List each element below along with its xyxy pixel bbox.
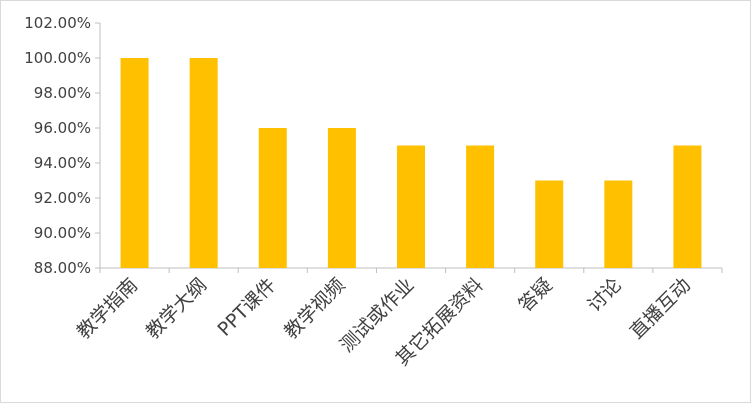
bar [535,180,564,268]
y-tick-label: 100.00% [24,49,91,67]
bar [604,180,633,268]
x-category-label: 教学视频 [280,274,349,343]
x-category-label: 直播互动 [626,274,695,343]
x-category-label: 教学指南 [73,274,142,343]
y-axis: 88.00% 90.00% 92.00% 94.00% 96.00% 98.00% 100.… [24,14,101,277]
y-tick-label: 98.00% [34,84,91,102]
bar-series [120,58,702,268]
bar [397,145,425,268]
y-tick-label: 92.00% [34,189,91,207]
bar [120,58,149,268]
x-category-label: 讨论 [583,274,625,316]
x-category-label: 教学大纲 [142,274,211,343]
bar [466,145,495,268]
x-axis [99,267,723,273]
x-category-label: PPT课件 [213,274,280,341]
y-tick-label: 96.00% [34,119,91,137]
bar [258,128,287,268]
bar [327,128,356,268]
y-tick-label: 94.00% [34,154,91,172]
y-tick-label: 102.00% [24,14,91,32]
y-tick-label: 88.00% [34,259,91,277]
y-tick-label: 90.00% [34,224,91,242]
x-category-label: 答疑 [514,274,556,316]
bar [673,145,702,268]
bar [189,58,218,268]
